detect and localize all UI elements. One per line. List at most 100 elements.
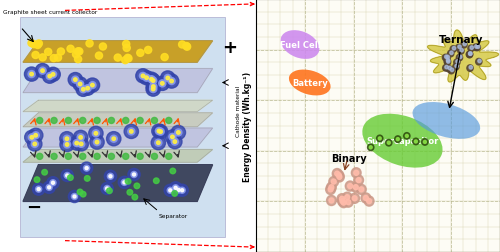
Circle shape (64, 173, 70, 179)
Circle shape (128, 128, 135, 135)
Text: Battery: Battery (292, 79, 328, 88)
Ellipse shape (362, 114, 442, 168)
Circle shape (76, 49, 83, 56)
Circle shape (388, 142, 390, 145)
Circle shape (80, 118, 86, 124)
Circle shape (378, 137, 381, 140)
Circle shape (354, 175, 364, 185)
Circle shape (463, 43, 466, 47)
Circle shape (34, 134, 37, 138)
Circle shape (66, 118, 71, 124)
Circle shape (76, 83, 90, 97)
Circle shape (100, 44, 106, 51)
Circle shape (66, 143, 69, 147)
Circle shape (24, 68, 39, 82)
Circle shape (444, 56, 448, 59)
Circle shape (108, 118, 114, 124)
Circle shape (73, 140, 80, 147)
Circle shape (88, 127, 103, 141)
Circle shape (448, 67, 452, 71)
Circle shape (140, 73, 146, 80)
Circle shape (36, 64, 50, 78)
Circle shape (164, 184, 176, 197)
Circle shape (106, 187, 108, 190)
Circle shape (478, 60, 482, 64)
Circle shape (51, 118, 57, 124)
Circle shape (152, 88, 155, 91)
Circle shape (60, 138, 74, 152)
Circle shape (337, 175, 342, 180)
Circle shape (80, 192, 86, 197)
Circle shape (90, 136, 104, 150)
Circle shape (155, 77, 170, 91)
Circle shape (334, 171, 340, 176)
Circle shape (34, 177, 40, 183)
Circle shape (146, 80, 160, 94)
Circle shape (152, 124, 166, 139)
Circle shape (89, 82, 96, 89)
Circle shape (76, 81, 84, 88)
Circle shape (160, 82, 164, 86)
Circle shape (456, 60, 460, 64)
Circle shape (50, 180, 56, 186)
Circle shape (144, 73, 158, 87)
Circle shape (169, 134, 176, 141)
Circle shape (160, 72, 175, 86)
Circle shape (336, 173, 341, 178)
Circle shape (30, 136, 34, 140)
Circle shape (376, 136, 383, 142)
Circle shape (346, 200, 350, 205)
Circle shape (444, 55, 450, 62)
Circle shape (161, 54, 168, 61)
Circle shape (68, 191, 80, 203)
Circle shape (64, 141, 70, 148)
Circle shape (326, 185, 336, 195)
Circle shape (453, 64, 459, 71)
Circle shape (143, 75, 150, 82)
Circle shape (140, 71, 153, 85)
Circle shape (172, 184, 185, 196)
Circle shape (92, 130, 100, 137)
Circle shape (184, 44, 190, 51)
Circle shape (168, 135, 182, 149)
Circle shape (123, 45, 130, 52)
Circle shape (64, 136, 70, 143)
Text: +: + (222, 39, 236, 57)
Circle shape (396, 138, 400, 141)
Circle shape (32, 183, 45, 196)
Polygon shape (23, 150, 212, 163)
Circle shape (74, 49, 82, 56)
Circle shape (476, 46, 480, 49)
Circle shape (166, 77, 170, 80)
Polygon shape (23, 129, 212, 147)
Circle shape (77, 190, 83, 195)
Circle shape (168, 78, 175, 85)
Circle shape (450, 52, 453, 55)
Circle shape (157, 129, 164, 136)
Polygon shape (23, 165, 212, 202)
Circle shape (169, 189, 172, 192)
Circle shape (170, 80, 173, 83)
Circle shape (137, 118, 143, 124)
Circle shape (80, 86, 87, 93)
Circle shape (39, 55, 46, 62)
Circle shape (179, 187, 186, 194)
Circle shape (458, 46, 462, 49)
Circle shape (61, 170, 74, 182)
Circle shape (329, 185, 334, 190)
Circle shape (90, 84, 94, 87)
Circle shape (175, 129, 182, 136)
Circle shape (86, 41, 93, 48)
Circle shape (67, 46, 74, 53)
Circle shape (342, 193, 352, 203)
Circle shape (328, 187, 333, 192)
Circle shape (46, 68, 60, 82)
Circle shape (24, 131, 39, 145)
Circle shape (28, 137, 42, 151)
Circle shape (386, 140, 392, 146)
Circle shape (180, 189, 184, 192)
Circle shape (28, 134, 35, 141)
Circle shape (150, 78, 154, 82)
Circle shape (176, 187, 182, 193)
Circle shape (174, 186, 177, 190)
